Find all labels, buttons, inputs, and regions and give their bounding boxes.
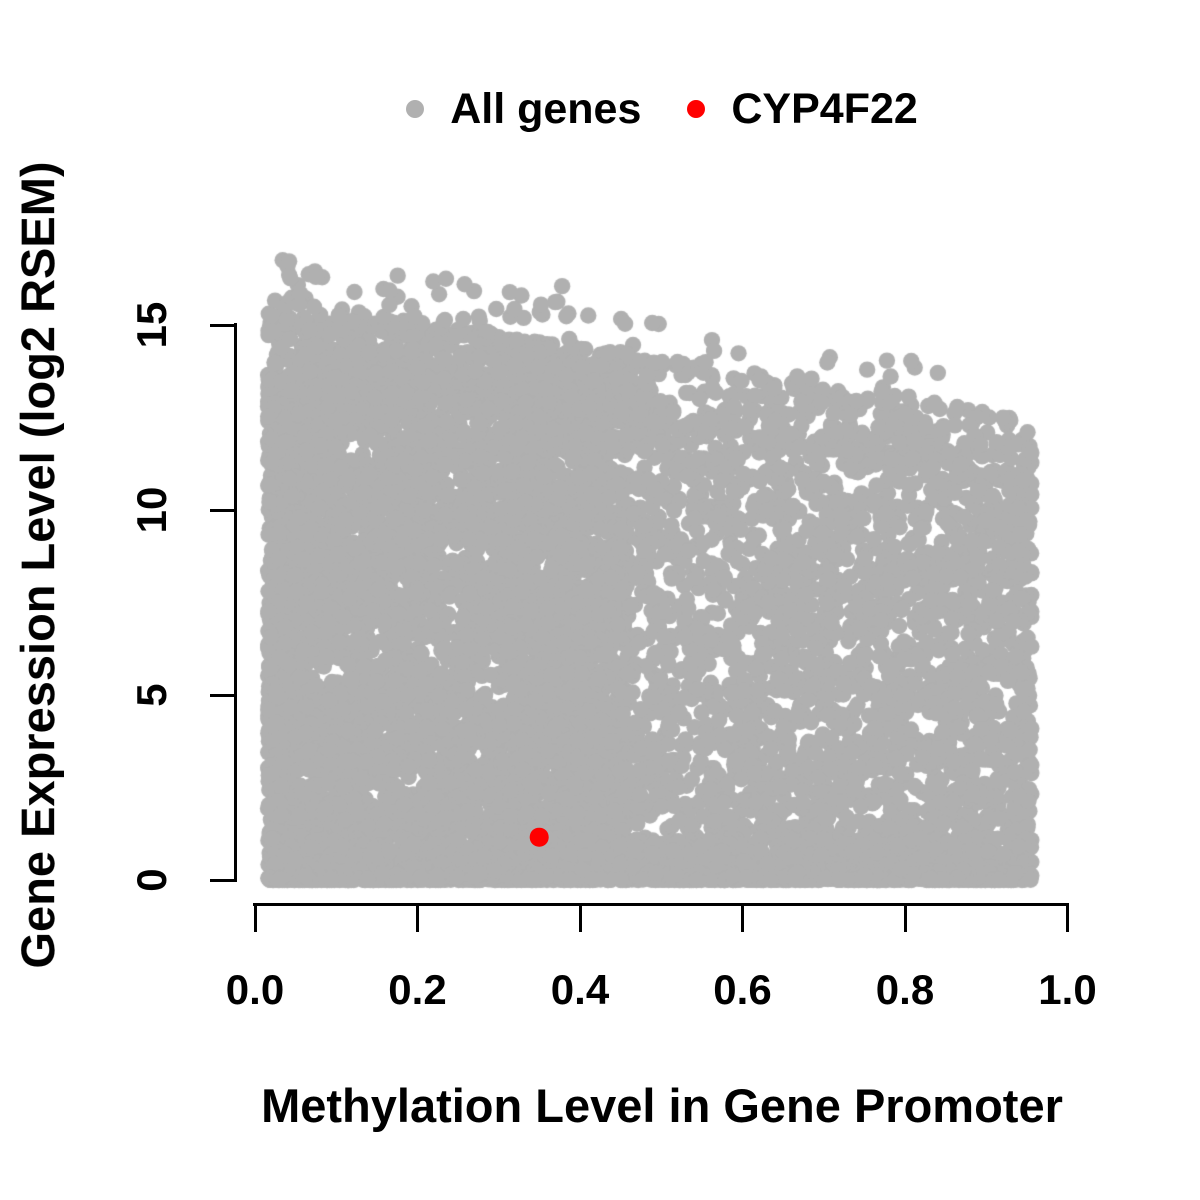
x-tick-mark — [416, 905, 419, 932]
y-axis-title: Gene Expression Level (log2 RSEM) — [11, 161, 65, 969]
cyp4f22-point — [530, 827, 549, 847]
x-tick-label: 0.8 — [875, 966, 935, 1013]
all-genes-marker-icon — [406, 100, 425, 118]
cyp4f22-marker-icon — [687, 100, 706, 118]
x-tick-label: 0.6 — [713, 966, 772, 1013]
legend: All genes CYP4F22 — [255, 82, 1069, 136]
y-axis-line — [234, 323, 237, 882]
legend-item-all-genes: All genes — [406, 84, 642, 133]
x-tick-label: 1.0 — [1038, 966, 1097, 1013]
y-tick-mark — [210, 508, 237, 512]
x-tick-mark — [578, 905, 582, 932]
x-axis-line — [253, 903, 1069, 906]
y-tick-label: 0 — [128, 868, 175, 892]
y-tick-label: 15 — [128, 301, 175, 349]
x-tick-mark — [1066, 905, 1069, 932]
y-tick-mark — [210, 693, 237, 697]
x-tick-label: 0.4 — [550, 966, 610, 1013]
x-tick-label: 0.2 — [388, 966, 447, 1013]
x-tick-label: 0.0 — [225, 966, 285, 1013]
x-tick-mark — [741, 905, 744, 932]
x-tick-mark — [253, 905, 257, 932]
y-tick-mark — [210, 323, 237, 327]
x-tick-mark — [903, 905, 907, 932]
y-tick-mark — [210, 878, 237, 882]
y-tick-label: 5 — [128, 683, 175, 707]
y-tick-label: 10 — [128, 486, 175, 534]
legend-label-cyp4f22: CYP4F22 — [731, 84, 918, 133]
x-axis-title: Methylation Level in Gene Promoter — [261, 1079, 1063, 1132]
legend-label-all-genes: All genes — [450, 84, 642, 133]
legend-item-cyp4f22: CYP4F22 — [687, 84, 918, 133]
